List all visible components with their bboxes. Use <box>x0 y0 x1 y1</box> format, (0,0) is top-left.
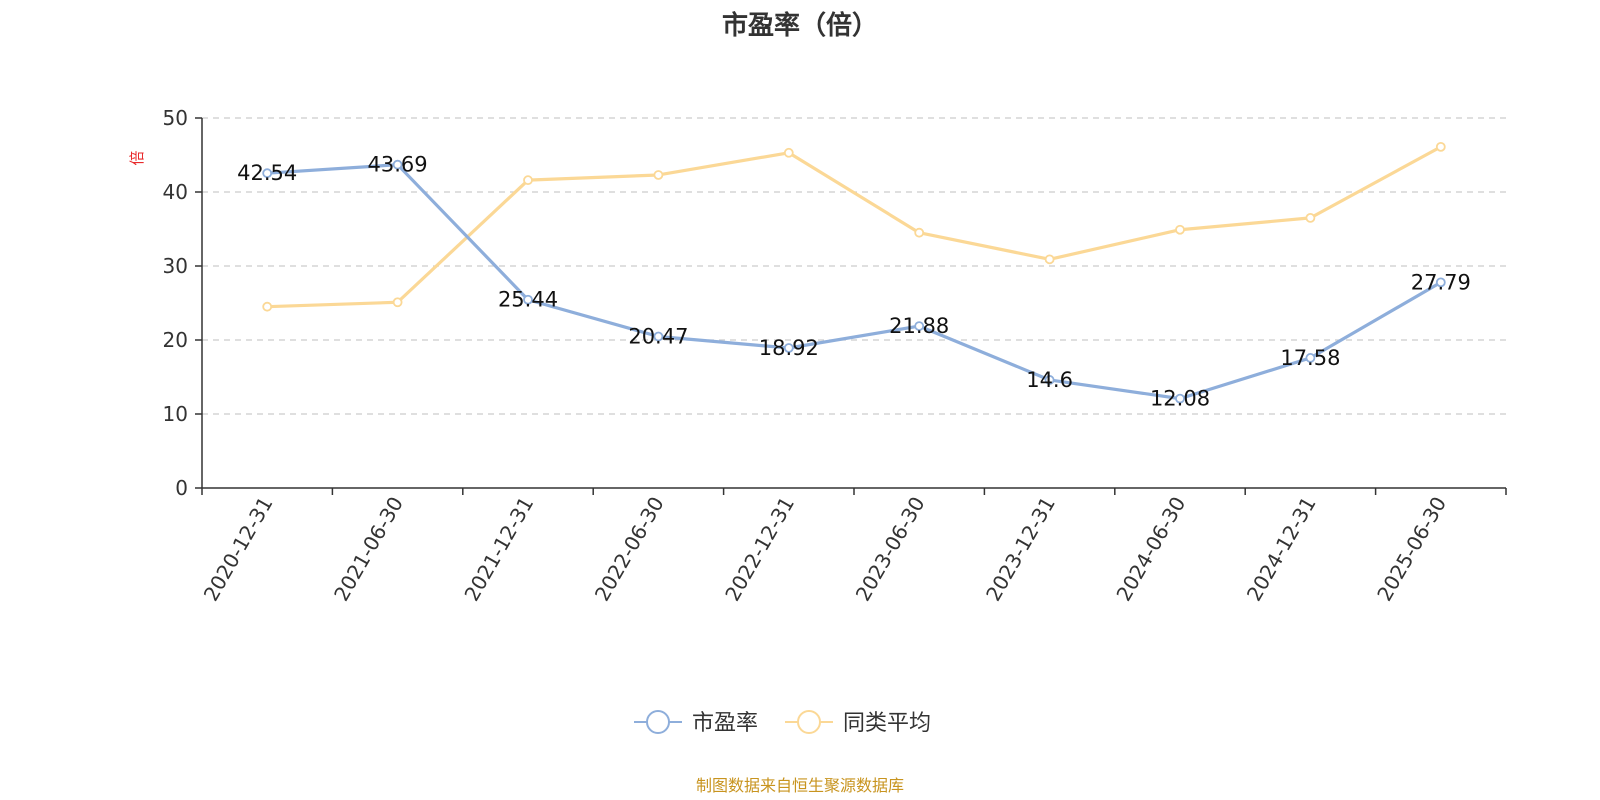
x-tick-label: 2021-12-31 <box>459 493 538 606</box>
x-tick-label: 2023-12-31 <box>981 493 1060 606</box>
data-labels: 42.54 43.69 25.44 20.47 18.92 21.88 14.6 12.08 1… <box>237 153 1471 411</box>
legend-item-0[interactable]: 市盈率 <box>634 710 758 736</box>
legend-label: 同类平均 <box>843 711 931 736</box>
x-axis-ticks: 2020-12-31 2021-06-30 2021-12-31 2022-06-30… <box>199 488 1507 606</box>
data-point <box>392 159 403 170</box>
y-tick-label: 0 <box>175 476 188 500</box>
series-0 <box>262 159 1446 404</box>
data-point <box>1305 212 1316 223</box>
y-tick-label: 20 <box>163 328 188 352</box>
data-point <box>914 227 925 238</box>
y-tick-label: 30 <box>163 254 188 278</box>
data-point <box>1435 141 1446 152</box>
data-point <box>783 343 794 353</box>
legend[interactable]: 市盈率 同类平均 <box>634 710 931 736</box>
data-point <box>1435 277 1446 288</box>
data-point <box>262 301 273 312</box>
data-point <box>1175 393 1185 404</box>
data-point <box>392 297 403 308</box>
data-label: 42.54 <box>237 161 297 185</box>
data-label: 27.79 <box>1411 270 1471 294</box>
legend-marker <box>797 710 821 734</box>
x-tick-label: 2021-06-30 <box>329 492 408 605</box>
data-point <box>1305 353 1316 363</box>
data-label: 17.58 <box>1280 346 1340 370</box>
data-label: 18.92 <box>759 336 819 360</box>
y-tick-label: 10 <box>163 402 188 426</box>
data-point <box>653 170 664 180</box>
x-tick-label: 2023-06-30 <box>851 492 930 605</box>
x-tick-label: 2022-12-31 <box>720 493 799 606</box>
series-line <box>265 163 1443 401</box>
y-axis-unit: 倍 <box>128 150 146 165</box>
data-point <box>523 294 533 305</box>
data-point <box>1175 224 1185 235</box>
data-label: 14.6 <box>1026 368 1073 392</box>
y-tick-label: 40 <box>163 180 188 204</box>
x-tick-label: 2022-06-30 <box>590 493 669 606</box>
data-point <box>262 168 273 179</box>
data-label: 43.69 <box>368 153 428 177</box>
data-label: 20.47 <box>628 325 688 349</box>
data-point <box>783 147 794 158</box>
chart-title: 市盈率（倍） <box>722 10 878 41</box>
data-label: 12.08 <box>1150 387 1210 411</box>
source-note: 制图数据来自恒生聚源数据库 <box>696 776 904 795</box>
legend-item-1[interactable]: 同类平均 <box>785 710 931 736</box>
x-tick-label: 2024-06-30 <box>1111 493 1190 606</box>
x-tick-label: 2025-06-30 <box>1372 493 1451 606</box>
data-point <box>653 331 664 342</box>
data-label: 25.44 <box>498 288 558 312</box>
data-point <box>1044 375 1055 385</box>
data-point <box>523 175 533 186</box>
series-1 <box>262 141 1446 312</box>
data-label: 21.88 <box>889 314 949 338</box>
data-point <box>1044 254 1055 265</box>
y-axis-ticks: 0 10 20 30 40 50 <box>163 106 202 500</box>
series-layer: 42.54 43.69 25.44 20.47 18.92 21.88 14.6 12.08 1… <box>237 141 1471 411</box>
x-tick-label: 2024-12-31 <box>1242 493 1321 606</box>
legend-label: 市盈率 <box>692 711 758 736</box>
legend-marker <box>646 710 670 734</box>
data-point <box>914 321 925 331</box>
y-tick-label: 50 <box>163 106 188 130</box>
x-tick-label: 2020-12-31 <box>199 493 278 606</box>
series-line <box>265 145 1443 309</box>
